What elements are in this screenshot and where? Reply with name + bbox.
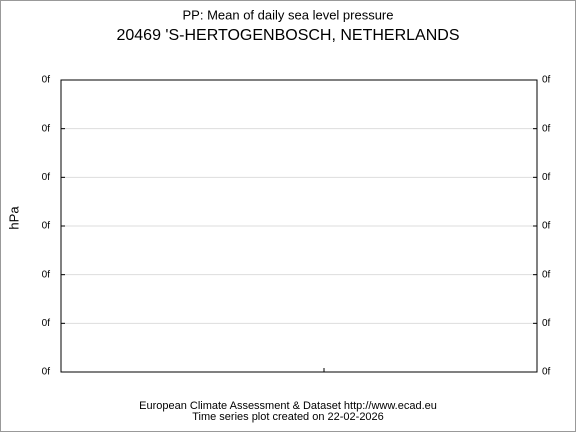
y-tick-label: 0f (42, 75, 51, 86)
footer-line: European Climate Assessment & Dataset ht… (139, 400, 437, 412)
y-tick-label: 0f (42, 123, 51, 134)
y-tick-label: 0f (42, 367, 51, 378)
y-tick-label-right: 0f (542, 367, 551, 378)
y-axis-label: hPa (6, 206, 21, 230)
y-tick-label-right: 0f (542, 318, 551, 329)
y-tick-label-right: 0f (542, 172, 551, 183)
chart-title: PP: Mean of daily sea level pressure (183, 7, 394, 22)
y-tick-label-right: 0f (542, 123, 551, 134)
y-tick-label: 0f (42, 221, 51, 232)
y-tick-label: 0f (42, 269, 51, 280)
grid (61, 128, 537, 324)
y-tick-label: 0f (42, 172, 51, 183)
chart-subtitle: 20469 'S-HERTOGENBOSCH, NETHERLANDS (116, 27, 459, 44)
y-tick-label-right: 0f (542, 221, 551, 232)
footer-line: Time series plot created on 22-02-2026 (192, 411, 384, 423)
y-tick-label: 0f (42, 318, 51, 329)
y-tick-label-right: 0f (542, 269, 551, 280)
y-tick-label-right: 0f (542, 75, 551, 86)
